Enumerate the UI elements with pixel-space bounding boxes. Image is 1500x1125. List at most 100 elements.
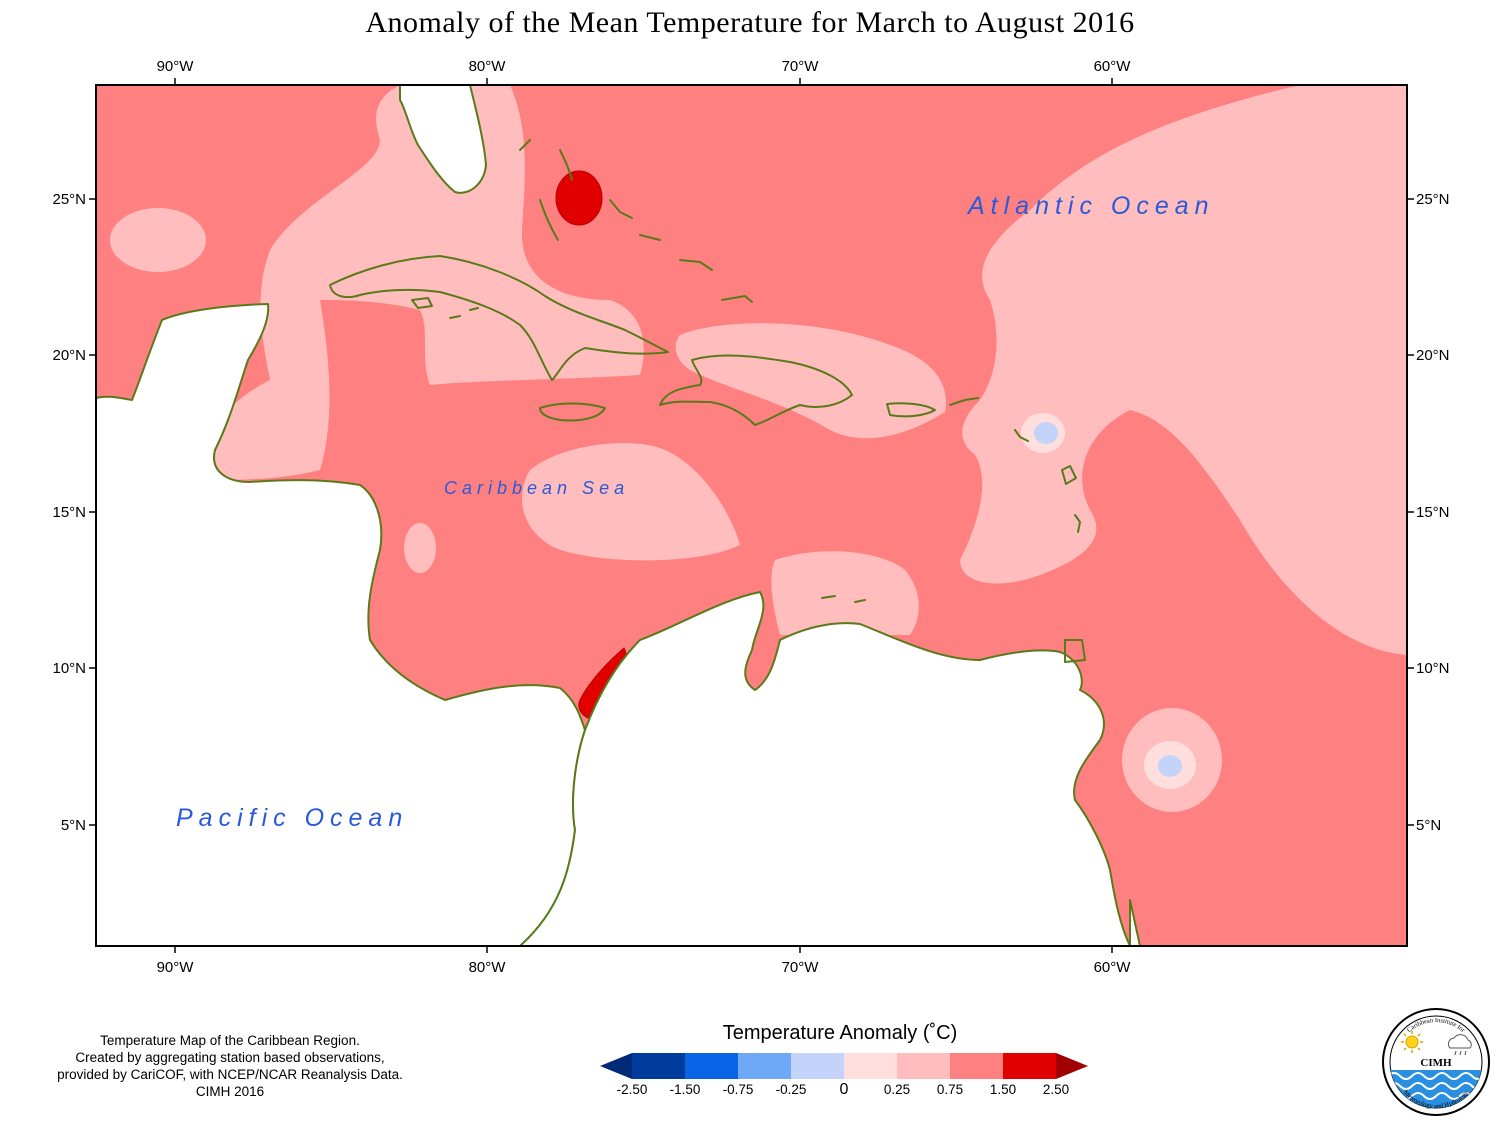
legend-arrow-low (600, 1053, 632, 1079)
lon-label-70w-bottom: 70°W (782, 959, 820, 976)
islands (329, 139, 1086, 663)
honduras-light-patch (404, 523, 436, 573)
leeward-islands-outline (1014, 429, 1029, 442)
logo-center-text: CIMH (1420, 1057, 1452, 1069)
cimh-logo: CIMH Caribbean Institute for Meteorology… (1380, 1006, 1492, 1123)
footnote-line-2: Created by aggregating station based obs… (75, 1050, 385, 1065)
legend-tick-label: 1.50 (990, 1082, 1016, 1097)
lat-labels-left: 25°N 20°N 15°N 10°N 5°N (52, 191, 86, 834)
lat-label-15n-left: 15°N (52, 504, 86, 521)
bahamas-outline-2 (559, 149, 573, 181)
legend-colorbar: -2.50 -1.50 -0.75 -0.25 0 0.25 0.75 1.50 2.50 (600, 1053, 1088, 1098)
legend-tick-label: 0.25 (884, 1082, 910, 1097)
lat-label-25n-left: 25°N (52, 191, 86, 208)
lon-label-90w-bottom: 90°W (157, 959, 195, 976)
map: 90°W 80°W 70°W 60°W 90°W 80°W 70°W 60°W … (52, 58, 1450, 976)
footnote-line-4: CIMH 2016 (195, 1084, 265, 1099)
sun-icon (1401, 1031, 1423, 1053)
isla-juventud-outline (411, 297, 433, 309)
cuba-florida-light-region (204, 85, 644, 480)
footnote-line-3: provided by CariCOF, with NCEP/NCAR Rean… (57, 1067, 403, 1082)
anomaly-band-light (110, 85, 1407, 812)
gulf-light-patch (110, 208, 206, 272)
central-caribbean-light-region (522, 442, 740, 561)
footnote: Temperature Map of the Caribbean Region.… (20, 1032, 440, 1100)
lon-label-80w-bottom: 80°W (469, 959, 507, 976)
legend-bin (950, 1053, 1004, 1079)
lat-label-20n-right: 20°N (1416, 347, 1450, 364)
lat-label-5n-right: 5°N (1416, 817, 1441, 834)
legend-tick-labels: -2.50 -1.50 -0.75 -0.25 0 0.25 0.75 1.50 2.50 (617, 1081, 1070, 1098)
south-caribbean-light-region (771, 551, 919, 635)
bahamas-outline-7 (519, 139, 531, 151)
legend-title: Temperature Anomaly (˚C) (722, 1022, 958, 1044)
map-title: Anomaly of the Mean Temperature for Marc… (365, 6, 1135, 39)
legend-tick-label: -0.75 (723, 1082, 754, 1097)
bahamas-outline-3 (609, 199, 633, 219)
cuba-outline (329, 255, 669, 381)
lon-label-60w-top: 60°W (1094, 58, 1132, 75)
south-america-land (519, 591, 1131, 946)
legend-bin (1003, 1053, 1057, 1079)
bahamas-outline-5 (679, 259, 713, 271)
anomaly-band-hot (555, 170, 627, 719)
lon-label-60w-bottom: 60°W (1094, 959, 1132, 976)
legend-tick-label: -1.50 (670, 1082, 701, 1097)
legend-arrow-high (1056, 1053, 1088, 1079)
legend-bin (685, 1053, 739, 1079)
pacific-ocean-label: Pacific Ocean (176, 804, 408, 832)
hispaniola-outline (659, 354, 853, 426)
windward-islands-outline (1074, 514, 1081, 533)
bahamas-outline-1 (539, 199, 559, 241)
lon-label-90w-top: 90°W (157, 58, 195, 75)
lat-labels-right: 25°N 20°N 15°N 10°N 5°N (1416, 191, 1450, 834)
lon-label-70w-top: 70°W (782, 58, 820, 75)
trinidad-outline (1064, 639, 1086, 663)
bahamas-outline-6 (721, 295, 753, 303)
jamaica-outline (539, 402, 606, 422)
legend-tick-label: 2.50 (1043, 1082, 1069, 1097)
lon-ticks (174, 78, 1113, 953)
atlantic-light-region (960, 85, 1407, 655)
legend-tick-label: -0.25 (776, 1082, 807, 1097)
legend-tick-label: 0.75 (937, 1082, 963, 1097)
cloud-icon (1447, 1034, 1472, 1056)
lat-label-10n-left: 10°N (52, 660, 86, 677)
guianas-land-edge (1129, 899, 1141, 946)
lat-ticks (89, 198, 1414, 826)
guiana-cool-spot (1158, 755, 1182, 777)
legend-bin (897, 1053, 951, 1079)
puerto-rico-outline (886, 402, 936, 418)
florida-land (399, 85, 487, 194)
bahamas-outline-4 (639, 234, 661, 241)
lat-label-25n-right: 25°N (1416, 191, 1450, 208)
abc-islands-outline (821, 595, 866, 603)
legend-bin (791, 1053, 845, 1079)
cayman-islands-outline (449, 307, 479, 319)
lat-label-15n-right: 15°N (1416, 504, 1450, 521)
anomaly-band-cool (1034, 422, 1182, 777)
legend-bin (844, 1053, 898, 1079)
legend-tick-label: -2.50 (617, 1082, 648, 1097)
land (96, 85, 1141, 946)
anomaly-field (96, 85, 1407, 946)
bahamas-hot-spot (555, 170, 603, 226)
lat-label-20n-left: 20°N (52, 347, 86, 364)
legend-bin (632, 1053, 686, 1079)
legend-bin (738, 1053, 792, 1079)
lon-label-80w-top: 80°W (469, 58, 507, 75)
guadeloupe-outline (1061, 465, 1077, 485)
leeward-cool-spot (1034, 422, 1058, 444)
caribbean-sea-label: Caribbean Sea (444, 478, 629, 498)
lat-label-5n-left: 5°N (61, 817, 86, 834)
hispaniola-light-region (675, 323, 946, 439)
map-frame (95, 84, 1408, 947)
lon-labels-top: 90°W 80°W 70°W 60°W (157, 58, 1132, 75)
lat-label-10n-right: 10°N (1416, 660, 1450, 677)
atlantic-ocean-label: Atlantic Ocean (966, 192, 1215, 220)
legend-tick-label: 0 (840, 1081, 849, 1098)
legend-bins (632, 1053, 1057, 1079)
footnote-line-1: Temperature Map of the Caribbean Region. (100, 1033, 360, 1048)
lon-labels-bottom: 90°W 80°W 70°W 60°W (157, 959, 1132, 976)
virgin-islands-outline (949, 397, 979, 406)
